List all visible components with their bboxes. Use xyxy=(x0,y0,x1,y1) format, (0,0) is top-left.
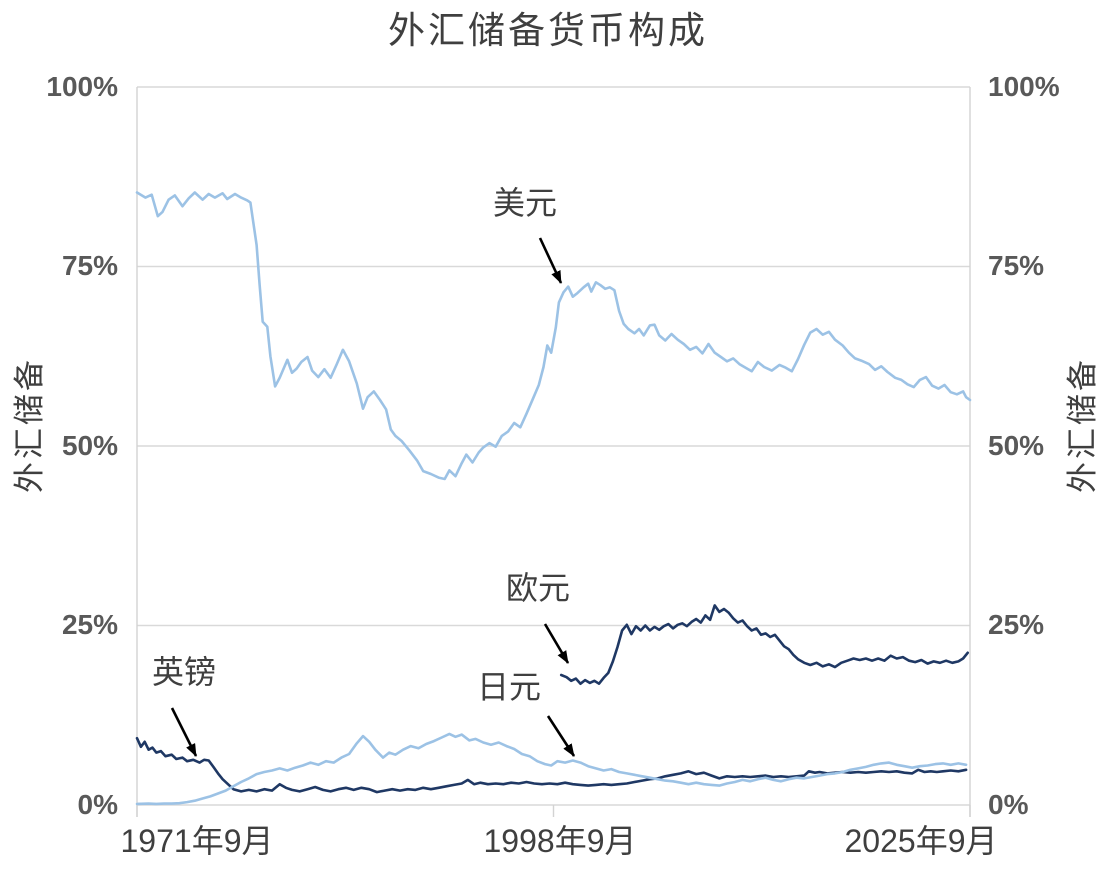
y-tick-label-left-0: 0% xyxy=(77,789,118,820)
gridlines-group xyxy=(136,86,971,817)
series-line-欧元 xyxy=(559,604,970,686)
y-tick-label-left-50: 50% xyxy=(61,430,118,461)
x-tick-label-2025: 2025年9月 xyxy=(844,823,998,859)
annotation-arrow-美元 xyxy=(538,237,563,284)
y-tick-label-left-100: 100% xyxy=(46,71,118,102)
y-axis-label-left: 外汇储备 xyxy=(12,357,47,493)
y-tick-label-right-75: 75% xyxy=(988,250,1045,281)
y-tick-label-left-25: 25% xyxy=(61,609,118,640)
y-tick-label-left-75: 75% xyxy=(61,250,118,281)
series-lines-group xyxy=(135,191,972,806)
x-tick-label-1998: 1998年9月 xyxy=(483,823,637,859)
annotation-label-jpy: 日元 xyxy=(476,669,542,705)
x-tick-label-1971: 1971年9月 xyxy=(120,823,274,859)
y-tick-label-right-50: 50% xyxy=(988,430,1045,461)
series-line-美元 xyxy=(135,191,972,481)
annotation-label-eur: 欧元 xyxy=(505,570,571,606)
annotation-arrows-group xyxy=(170,237,576,757)
y-axis-label-right: 外汇储备 xyxy=(1065,357,1100,493)
chart-title: 外汇储备货币构成 xyxy=(388,10,708,51)
y-tick-label-right-25: 25% xyxy=(988,609,1045,640)
y-tick-label-right-100: 100% xyxy=(988,71,1060,102)
annotation-arrow-日元 xyxy=(546,715,576,757)
y-tick-label-right-0: 0% xyxy=(988,789,1029,820)
annotation-label-gbp: 英镑 xyxy=(151,654,217,690)
annotation-arrow-欧元 xyxy=(543,623,570,664)
series-line-日元 xyxy=(135,732,968,806)
annotation-label-usd: 美元 xyxy=(492,185,558,221)
annotation-arrow-英镑 xyxy=(170,707,198,757)
